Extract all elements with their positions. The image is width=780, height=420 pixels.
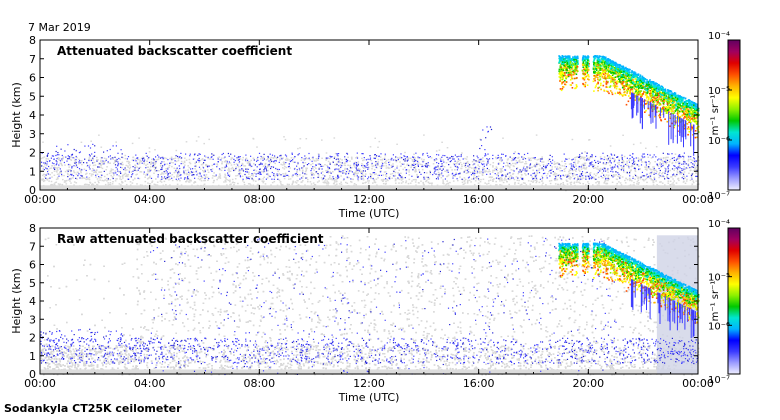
y-tick-label: 7 [29, 53, 36, 66]
x-axis-label: Time (UTC) [338, 391, 400, 404]
colorbar-2: 10⁻⁴ 10⁻⁵ 10⁻⁶ 10⁻⁷ m⁻¹ sr⁻¹ [708, 219, 741, 386]
y-tick-label: 8 [29, 222, 36, 235]
instrument-footer: Sodankyla CT25K ceilometer [4, 402, 182, 415]
colorbar-tick-label: 10⁻⁵ [708, 86, 730, 97]
y-tick-label: 1 [29, 165, 36, 178]
x-axis-label: Time (UTC) [338, 207, 400, 220]
date-label: 7 Mar 2019 [28, 21, 91, 34]
x-tick-label: 08:00 [243, 377, 275, 390]
y-axis-label: Height (km) [10, 268, 23, 334]
x-tick-label: 08:00 [243, 193, 275, 206]
y-tick-label: 6 [29, 259, 36, 272]
y-tick-label: 0 [29, 184, 36, 197]
colorbar-tick-label: 10⁻⁵ [708, 273, 730, 284]
colorbar-tick-label: 10⁻⁴ [708, 219, 730, 230]
colorbar-tick-label: 10⁻⁷ [708, 191, 730, 202]
y-tick-label: 6 [29, 72, 36, 85]
y-tick-label: 3 [29, 313, 36, 326]
x-tick-label: 04:00 [134, 193, 166, 206]
x-tick-label: 20:00 [572, 193, 604, 206]
y-tick-label: 0 [29, 368, 36, 381]
y-tick-label: 5 [29, 277, 36, 290]
y-tick-label: 5 [29, 90, 36, 103]
chart-panel-2: Raw attenuated backscatter coefficient 0 1… [10, 219, 741, 404]
colorbar-unit-label: m⁻¹ sr⁻¹ [710, 281, 721, 322]
y-tick-label: 4 [29, 109, 36, 122]
colorbar-1: 10⁻⁴ 10⁻⁵ 10⁻⁶ 10⁻⁷ m⁻¹ sr⁻¹ [708, 31, 741, 202]
y-tick-label: 8 [29, 34, 36, 47]
colorbar-tick-label: 10⁻⁶ [708, 136, 730, 147]
y-axis-label: Height (km) [10, 82, 23, 148]
colorbar-tick-label: 10⁻⁷ [708, 375, 730, 386]
y-tick-label: 4 [29, 295, 36, 308]
backscatter-field [40, 235, 700, 376]
x-tick-label: 00:00 [682, 377, 714, 390]
x-tick-label: 00:00 [24, 193, 56, 206]
panel-title: Attenuated backscatter coefficient [57, 44, 292, 58]
y-tick-label: 2 [29, 332, 36, 345]
x-tick-label: 16:00 [463, 193, 495, 206]
panel-title: Raw attenuated backscatter coefficient [57, 232, 324, 246]
x-tick-label: 00:00 [682, 193, 714, 206]
x-tick-label: 00:00 [24, 377, 56, 390]
colorbar-tick-label: 10⁻⁶ [708, 321, 730, 332]
x-tick-label: 12:00 [353, 377, 385, 390]
x-tick-label: 04:00 [134, 377, 166, 390]
x-tick-label: 16:00 [463, 377, 495, 390]
colorbar-tick-label: 10⁻⁴ [708, 31, 730, 42]
y-tick-label: 7 [29, 240, 36, 253]
x-tick-label: 20:00 [572, 377, 604, 390]
y-tick-label: 3 [29, 128, 36, 141]
y-tick-label: 1 [29, 350, 36, 363]
y-tick-label: 2 [29, 147, 36, 160]
x-tick-label: 12:00 [353, 193, 385, 206]
chart-panel-1: Attenuated backscatter coefficient 0 1 2 3 4 5… [10, 31, 741, 220]
colorbar-unit-label: m⁻¹ sr⁻¹ [710, 95, 721, 136]
